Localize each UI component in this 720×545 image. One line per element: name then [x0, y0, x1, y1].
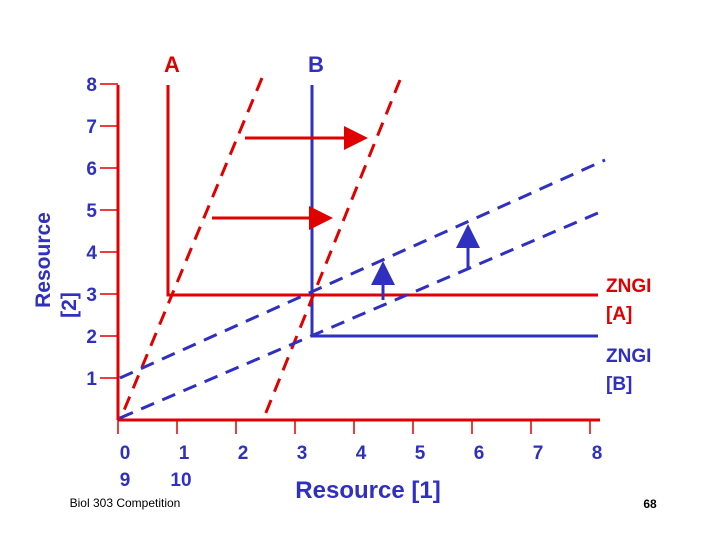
y-tick-label: 2 — [86, 327, 97, 348]
x-tick-label: 6 — [474, 443, 485, 464]
zngi-a: [A] — [606, 304, 632, 325]
y-title: Resource — [32, 212, 55, 308]
label-b: B — [308, 52, 324, 77]
x-tick-label: 1 — [179, 443, 190, 464]
y-tick-label: 8 — [86, 75, 97, 96]
x-tick-label: 7 — [533, 443, 544, 464]
arrows — [212, 126, 480, 300]
y-title: [2] — [58, 292, 81, 318]
x-tick-label: 0 — [120, 443, 131, 464]
y-tick-label: 7 — [86, 117, 97, 138]
footer-course: Biol 303 Competition — [70, 496, 181, 510]
y-tick-label: 1 — [86, 369, 97, 390]
x-tick-label: 4 — [356, 443, 367, 464]
zngi-lines — [118, 77, 606, 421]
y-tick-label: 5 — [86, 201, 97, 222]
x-tick-label: 5 — [415, 443, 426, 464]
x-tick-label: 8 — [592, 443, 603, 464]
y-tick-label: 6 — [86, 159, 97, 180]
zngi-a: ZNGI — [606, 276, 651, 297]
x-tick-label: 9 — [120, 470, 131, 491]
x-tick-label: 2 — [238, 443, 249, 464]
y-tick-label: 3 — [86, 285, 97, 306]
y-ticks — [100, 83, 118, 379]
x-tick-label: 3 — [297, 443, 308, 464]
label-a: A — [164, 52, 180, 77]
x-tick-label: 10 — [170, 470, 191, 491]
footer-page: 68 — [643, 497, 657, 511]
zngi-b: ZNGI — [606, 346, 651, 367]
y-tick-label: 4 — [86, 243, 97, 264]
x-title: Resource [1] — [295, 477, 440, 504]
x-ticks — [117, 420, 591, 434]
zngi-b: [B] — [606, 374, 632, 395]
